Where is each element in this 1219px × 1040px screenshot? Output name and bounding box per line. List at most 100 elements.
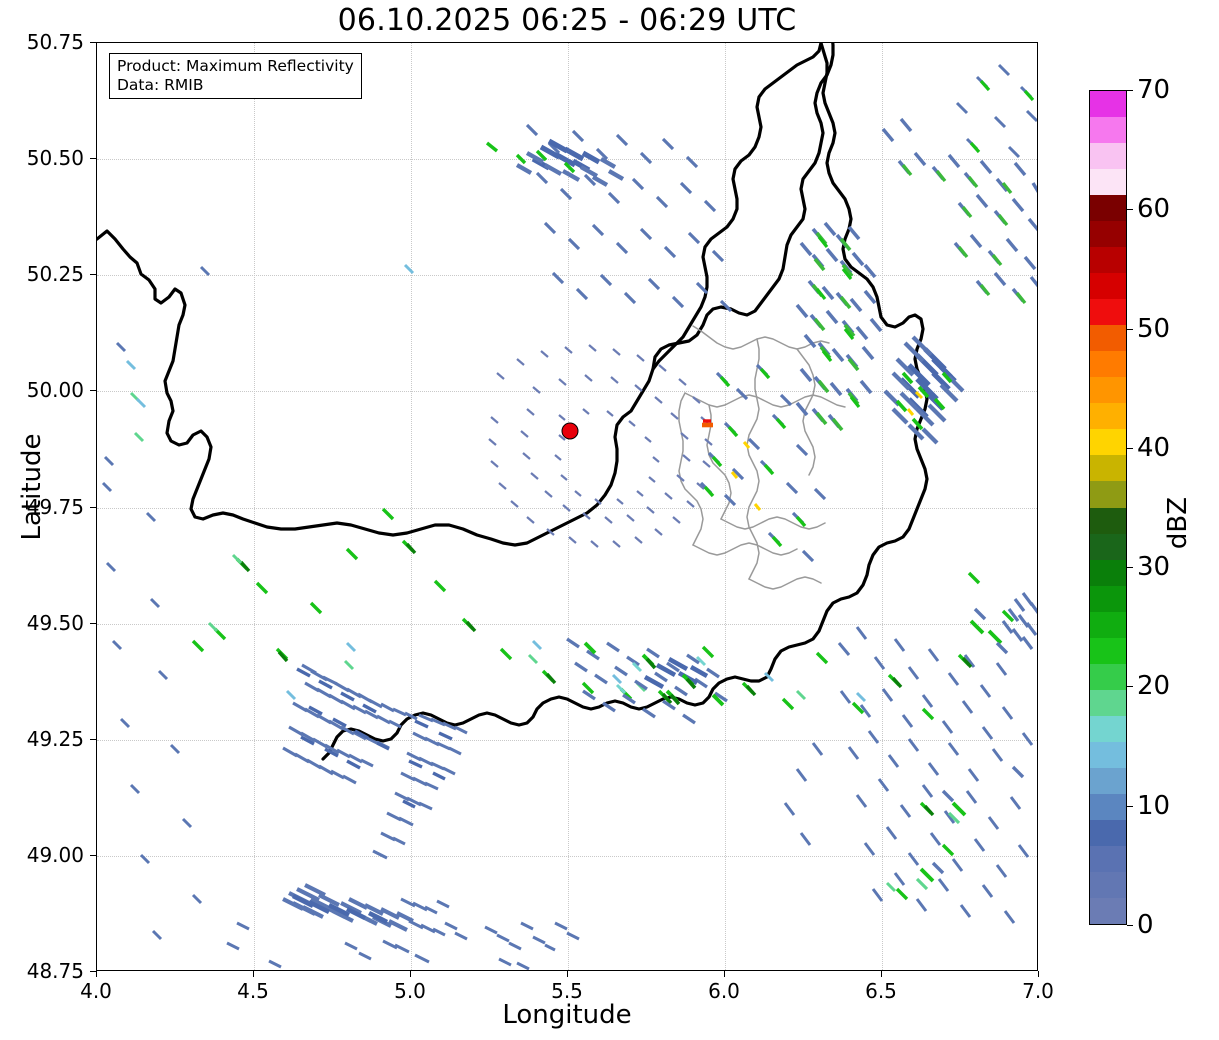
- colorbar-band: [1090, 403, 1126, 430]
- y-axis-tick-label: 49.00: [26, 842, 84, 867]
- colorbar-tick: [1127, 686, 1133, 688]
- x-axis-tick-label: 5.5: [551, 979, 583, 1003]
- y-axis-tick-label: 48.75: [26, 959, 84, 983]
- map-vector-layer: [97, 43, 1037, 970]
- country-border-belgium: [97, 43, 835, 547]
- y-axis-tick: [90, 971, 96, 972]
- gridline-horizontal: [97, 391, 1037, 393]
- colorbar-tick-label: 70: [1137, 75, 1171, 105]
- x-axis-tick-label: 6.0: [708, 979, 740, 1003]
- colorbar-band: [1090, 741, 1126, 768]
- y-axis-tick-label: 50.00: [26, 378, 84, 403]
- colorbar-band: [1090, 819, 1126, 846]
- colorbar-band: [1090, 143, 1126, 170]
- x-axis-tick: [96, 971, 97, 977]
- info-legend-box: Product: Maximum Reflectivity Data: RMIB: [109, 53, 362, 99]
- colorbar[interactable]: 0 10 20 30 40 50 60 70: [1089, 75, 1170, 940]
- gridline-horizontal: [97, 739, 1037, 741]
- colorbar-tick: [1127, 328, 1133, 330]
- colorbar-tick-label: 60: [1137, 194, 1171, 225]
- y-axis-tick-label: 49.50: [26, 610, 84, 635]
- gridline-vertical: [725, 43, 726, 970]
- colorbar-band: [1090, 897, 1126, 924]
- y-axis-tick-label: 50.25: [26, 262, 84, 287]
- x-axis-tick-label: 4.5: [237, 979, 269, 1003]
- radar-site-marker[interactable]: [561, 422, 579, 440]
- colorbar-tick: [1127, 90, 1133, 91]
- colorbar-tick: [1127, 209, 1133, 211]
- y-axis-tick-label: 49.75: [26, 494, 84, 519]
- colorbar-band: [1090, 377, 1126, 404]
- x-axis-tick: [724, 971, 725, 977]
- gridline-vertical: [411, 43, 412, 970]
- y-axis-tick: [90, 42, 96, 43]
- y-axis-tick-label: 49.25: [26, 726, 84, 751]
- x-axis-tick: [1038, 971, 1039, 977]
- y-axis-tick-label: 50.50: [26, 146, 84, 171]
- colorbar-band: [1090, 429, 1126, 456]
- colorbar-tick: [1127, 447, 1133, 449]
- y-axis-tick: [90, 738, 96, 740]
- colorbar-band: [1090, 585, 1126, 612]
- x-axis-tick-label: 7.0: [1022, 979, 1054, 1003]
- info-data-line: Data: RMIB: [117, 75, 204, 94]
- colorbar-band: [1090, 637, 1126, 664]
- colorbar-tick-label: 10: [1137, 790, 1171, 821]
- y-axis-label: Latitude: [17, 433, 47, 541]
- country-border-luxembourg-east: [321, 43, 929, 761]
- x-axis-label: Longitude: [502, 1000, 632, 1030]
- country-border-luxembourg: [651, 43, 823, 371]
- gridline-vertical: [254, 43, 255, 970]
- colorbar-band: [1090, 689, 1126, 716]
- map-clip: Product: Maximum Reflectivity Data: RMIB: [97, 43, 1037, 970]
- colorbar-band: [1090, 351, 1126, 378]
- colorbar-band: [1090, 195, 1126, 222]
- info-product-line: Product: Maximum Reflectivity: [117, 57, 354, 75]
- colorbar-band: [1090, 117, 1126, 144]
- colorbar-band: [1090, 299, 1126, 326]
- colorbar-band: [1090, 325, 1126, 352]
- colorbar-tick: [1127, 925, 1133, 926]
- x-axis-tick: [567, 971, 568, 977]
- colorbar-band: [1090, 533, 1126, 560]
- colorbar-tick-label: 40: [1137, 432, 1171, 463]
- colorbar-band: [1090, 715, 1126, 742]
- colorbar-band: [1090, 481, 1126, 508]
- gridline-horizontal: [97, 855, 1037, 857]
- y-axis-tick: [90, 158, 96, 160]
- x-axis-tick: [253, 971, 254, 977]
- x-axis-tick: [410, 971, 411, 977]
- colorbar-tick: [1127, 567, 1133, 569]
- y-axis-tick: [90, 390, 96, 392]
- colorbar-band: [1090, 767, 1126, 794]
- x-axis-tick-label: 5.0: [394, 979, 426, 1003]
- colorbar-band: [1090, 91, 1126, 118]
- colorbar-band: [1090, 273, 1126, 300]
- page-title: 06.10.2025 06:25 - 06:29 UTC: [337, 3, 797, 38]
- colorbar-band: [1090, 611, 1126, 638]
- colorbar-band: [1090, 221, 1126, 248]
- colorbar-band: [1090, 247, 1126, 274]
- colorbar-tick: [1127, 805, 1133, 807]
- y-axis-tick-label: 50.75: [26, 30, 84, 54]
- colorbar-tick-label: 50: [1137, 313, 1171, 344]
- colorbar-band: [1090, 455, 1126, 482]
- y-axis-tick: [90, 854, 96, 856]
- colorbar-tick-label: 0: [1137, 910, 1154, 940]
- colorbar-tick-label: 20: [1137, 671, 1171, 702]
- gridline-horizontal: [97, 623, 1037, 625]
- colorbar-band: [1090, 663, 1126, 690]
- y-axis-tick: [90, 274, 96, 276]
- map-plot-area[interactable]: Product: Maximum Reflectivity Data: RMIB: [96, 42, 1038, 971]
- radar-echo-layer: [101, 63, 1037, 970]
- colorbar-band: [1090, 507, 1126, 534]
- colorbar-band: [1090, 871, 1126, 898]
- colorbar-tick-label: 30: [1137, 552, 1171, 583]
- district-borders: [678, 325, 846, 590]
- colorbar-band: [1090, 845, 1126, 872]
- colorbar-band: [1090, 559, 1126, 586]
- y-axis-tick: [90, 506, 96, 508]
- gridline-horizontal: [97, 275, 1037, 277]
- y-axis-tick: [90, 622, 96, 624]
